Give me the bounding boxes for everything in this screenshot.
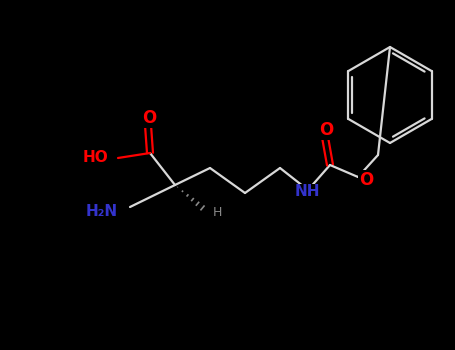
Text: O: O bbox=[319, 121, 333, 139]
Text: H: H bbox=[213, 205, 222, 218]
Text: HO: HO bbox=[82, 150, 108, 166]
Text: NH: NH bbox=[294, 184, 320, 200]
Text: O: O bbox=[359, 171, 373, 189]
Text: O: O bbox=[142, 109, 156, 127]
Text: H₂N: H₂N bbox=[86, 203, 118, 218]
